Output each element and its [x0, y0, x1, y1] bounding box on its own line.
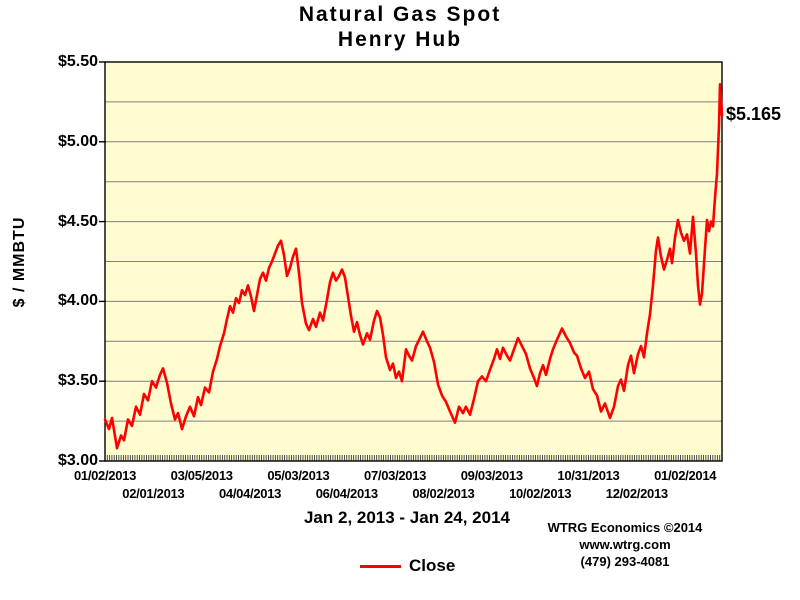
x-axis-tick-label: 06/04/2013 — [315, 486, 378, 501]
x-axis-tick-label: 10/02/2013 — [509, 486, 572, 501]
x-axis-tick-label: 01/02/2013 — [73, 468, 137, 483]
x-axis-tick-label: 10/31/2013 — [557, 468, 620, 483]
y-axis-tick-label: $5.00 — [57, 132, 98, 150]
x-axis-tick-label: 08/02/2013 — [412, 486, 475, 501]
x-axis-tick-label: 07/03/2013 — [364, 468, 427, 483]
chart-title-line1: Natural Gas Spot — [298, 3, 502, 26]
credit-line3: (479) 293-4081 — [580, 554, 670, 569]
credit-block: WTRG Economics ©2014 www.wtrg.com (479) … — [525, 519, 725, 570]
legend-line-swatch — [360, 564, 401, 568]
x-axis-tick-label: 09/03/2013 — [460, 468, 523, 483]
y-axis-tick-label: $4.50 — [57, 212, 98, 230]
x-axis-tick-label: 04/04/2013 — [218, 486, 282, 501]
x-axis-tick-label: 03/05/2013 — [170, 468, 233, 483]
date-range-subtitle: Jan 2, 2013 - Jan 24, 2014 — [303, 508, 511, 527]
y-axis-tick-label: $5.50 — [57, 53, 98, 70]
price-line — [103, 83, 724, 450]
plot-border — [104, 61, 723, 462]
x-axis-tick-label: 02/01/2013 — [122, 486, 185, 501]
x-axis-tick-label: 01/02/2014 — [654, 468, 717, 483]
x-axis-tick-label: 05/03/2013 — [267, 468, 330, 483]
y-axis-tick-label: $3.50 — [57, 372, 98, 390]
y-axis-tick-label: $4.00 — [57, 292, 98, 310]
chart-title-line2: Henry Hub — [337, 28, 463, 51]
last-price-annotation: $5.165 — [726, 104, 782, 124]
credit-line1: WTRG Economics ©2014 — [547, 520, 703, 535]
legend-label: Close — [409, 556, 456, 575]
x-axis-tick-label: 12/02/2013 — [605, 486, 668, 501]
y-axis-tick-label: $3.00 — [57, 452, 98, 469]
credit-line2: www.wtrg.com — [579, 537, 671, 552]
legend: Close — [360, 556, 455, 576]
